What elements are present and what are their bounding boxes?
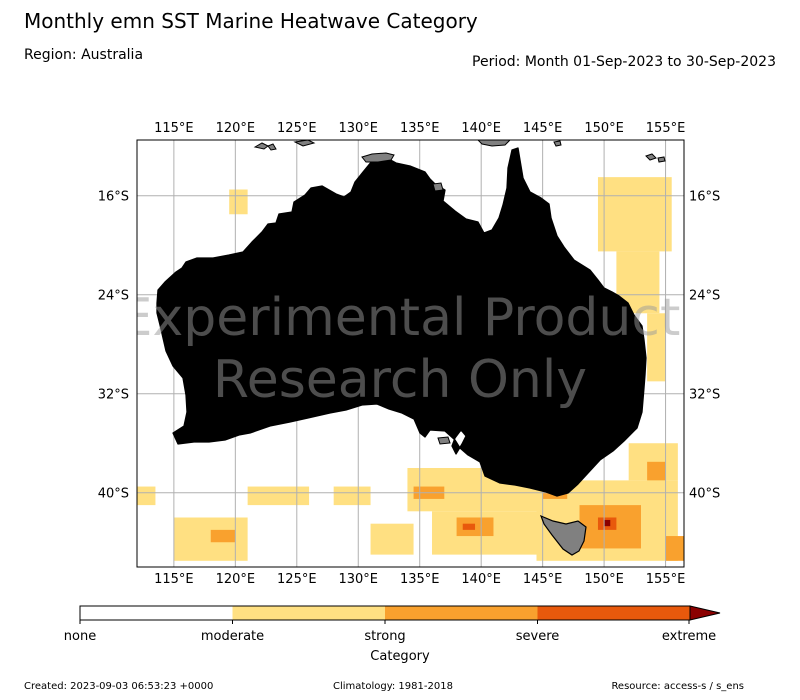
- right-lat-tick-label: 32°S: [689, 388, 720, 403]
- watermark-line-2: Research Only: [213, 350, 587, 410]
- heatwave-patch-strong: [647, 461, 666, 481]
- right-lat-tick-label: 24°S: [689, 289, 720, 304]
- bottom-lon-tick-label: 140°E: [461, 572, 501, 587]
- colorbar-label-none: none: [64, 629, 96, 644]
- heatwave-patch-strong: [665, 536, 684, 561]
- axis-ticks: 115°E 115°E 120°E 120°E 125°E 125°E 130°E 130°E…: [98, 121, 721, 587]
- colorbar-segment-moderate: [232, 606, 385, 620]
- region-label: Region: Australia: [24, 47, 144, 63]
- left-lat-tick-label: 16°S: [98, 190, 129, 205]
- left-lat-tick-label: 24°S: [98, 289, 129, 304]
- tasmania: [539, 514, 587, 556]
- bottom-lon-tick-label: 115°E: [154, 572, 194, 587]
- top-lon-tick-label: 120°E: [216, 121, 256, 136]
- left-lat-tick-label: 40°S: [98, 487, 129, 502]
- bottom-lon-tick-label: 120°E: [216, 572, 256, 587]
- kangaroo-island: [437, 436, 451, 445]
- colorbar-segment-strong: [385, 606, 538, 620]
- heatwave-patch-moderate: [370, 523, 414, 555]
- watermark: Experimental Product Research Only: [120, 288, 681, 410]
- resource-label: Resource: access-s / s_ens: [611, 681, 744, 692]
- left-lat-tick-label: 32°S: [98, 388, 129, 403]
- heatwave-patch-moderate: [229, 189, 248, 215]
- colorbar-label-extreme: extreme: [662, 629, 716, 644]
- colorbar-title: Category: [370, 649, 430, 664]
- map-figure: Experimental Product Research Only 115°E…: [64, 121, 721, 664]
- timor-coast: [253, 142, 277, 151]
- right-lat-tick-label: 16°S: [689, 190, 720, 205]
- colorbar-label-strong: strong: [364, 629, 405, 644]
- melville-island: [361, 152, 395, 163]
- period-label: Period: Month 01-Sep-2023 to 30-Sep-2023: [472, 54, 776, 70]
- watermark-line-1: Experimental Product: [120, 288, 681, 348]
- colorbar: none moderate strong severe extreme: [64, 605, 721, 644]
- top-lon-tick-label: 140°E: [461, 121, 501, 136]
- heatwave-patch-moderate: [647, 313, 666, 382]
- right-lat-tick-label: 40°S: [689, 487, 720, 502]
- heatwave-patch-moderate: [247, 486, 310, 506]
- colorbar-label-moderate: moderate: [201, 629, 264, 644]
- colorbar-segment-extreme: [689, 605, 721, 621]
- colorbar-segment-severe: [537, 606, 690, 620]
- heatwave-patch-moderate: [137, 486, 156, 506]
- colorbar-segment-none: [80, 606, 233, 620]
- map-frame: [136, 139, 685, 568]
- north-islands: [293, 140, 666, 163]
- heatwave-patch-moderate: [333, 486, 371, 506]
- map-title: Monthly emn SST Marine Heatwave Category: [24, 9, 478, 33]
- heatwave-patch-extreme: [604, 519, 611, 527]
- bottom-lon-tick-label: 125°E: [277, 572, 317, 587]
- colorbar-label-severe: severe: [516, 629, 560, 644]
- groote-eylandt: [432, 182, 444, 192]
- bottom-lon-tick-label: 135°E: [400, 572, 440, 587]
- australia-mainland: [156, 147, 647, 497]
- top-lon-tick-label: 115°E: [154, 121, 194, 136]
- top-lon-tick-label: 125°E: [277, 121, 317, 136]
- heatwave-patch-strong: [210, 529, 236, 543]
- bottom-lon-tick-label: 150°E: [584, 572, 624, 587]
- top-lon-tick-label: 155°E: [646, 121, 686, 136]
- climatology-label: Climatology: 1981-2018: [333, 681, 453, 692]
- top-lon-tick-label: 145°E: [523, 121, 563, 136]
- new-guinea-coast: [477, 140, 511, 147]
- heatwave-patch-moderate: [597, 177, 672, 252]
- bottom-lon-tick-label: 155°E: [646, 572, 686, 587]
- bottom-lon-tick-label: 130°E: [338, 572, 378, 587]
- top-lon-tick-label: 150°E: [584, 121, 624, 136]
- top-lon-tick-label: 130°E: [338, 121, 378, 136]
- top-lon-tick-label: 135°E: [400, 121, 440, 136]
- bottom-lon-tick-label: 145°E: [523, 572, 563, 587]
- created-timestamp: Created: 2023-09-03 06:53:23 +0000: [24, 681, 214, 692]
- heatwave-patch-severe: [462, 523, 476, 530]
